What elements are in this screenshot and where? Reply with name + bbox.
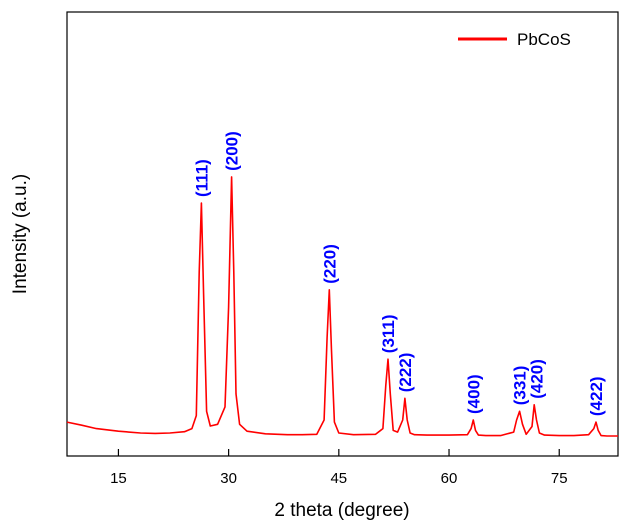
series-line-pbcos: [66, 176, 618, 437]
x-tick-label: 30: [220, 470, 237, 487]
peak-label: (422): [587, 376, 606, 416]
peak-label: (331): [511, 366, 530, 406]
peak-label: (420): [528, 359, 547, 399]
peak-label: (111): [192, 159, 211, 197]
x-tick-label: 45: [330, 470, 347, 487]
peak-label: (220): [320, 244, 339, 284]
x-tick-label: 60: [441, 470, 458, 487]
x-tick-label: 75: [551, 470, 568, 487]
peak-label: (200): [223, 131, 242, 171]
x-tick-label: 15: [110, 470, 127, 487]
plot-frame: [66, 11, 619, 457]
y-axis-title: Intensity (a.u.): [10, 174, 31, 294]
peak-labels: (111) (200) (220) (311)(222) (400) (331)(420)…: [192, 131, 606, 416]
peak-label: (222): [396, 353, 415, 393]
peak-label: (311): [379, 314, 398, 353]
x-axis-ticks: 15 30 45 60 75: [110, 449, 568, 487]
legend: PbCoS: [458, 30, 571, 49]
peak-label: (400): [464, 374, 483, 414]
x-axis-title: 2 theta (degree): [274, 500, 409, 521]
legend-label: PbCoS: [517, 30, 571, 49]
